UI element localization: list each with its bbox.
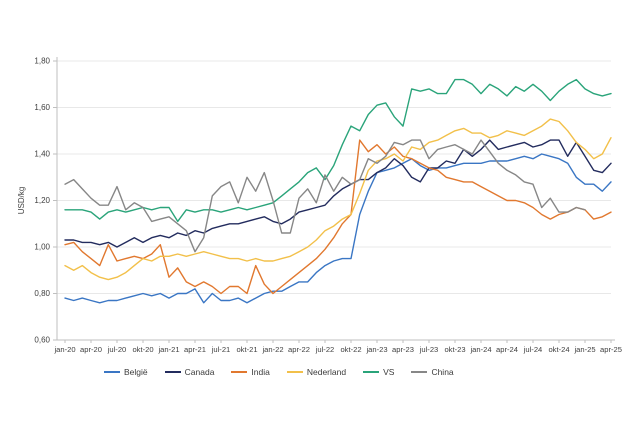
x-tick-label: apr-24 bbox=[496, 345, 518, 354]
y-tick-label: 1,20 bbox=[34, 196, 50, 205]
legend-item-vs: VS bbox=[363, 368, 394, 377]
x-tick-label: jan-23 bbox=[365, 345, 387, 354]
legend-item-india: India bbox=[231, 367, 270, 377]
x-tick-label: jul-21 bbox=[211, 345, 231, 354]
x-tick-label: jul-23 bbox=[419, 345, 439, 354]
x-tick-label: okt-24 bbox=[548, 345, 569, 354]
x-tick-label: apr-20 bbox=[80, 345, 102, 354]
x-tick-label: jul-22 bbox=[315, 345, 335, 354]
series-line-china bbox=[64, 139, 586, 253]
x-tick-label: okt-21 bbox=[236, 345, 257, 354]
x-tick-label: okt-23 bbox=[444, 345, 465, 354]
x-tick-label: jan-25 bbox=[573, 345, 595, 354]
legend-line-marker bbox=[231, 371, 248, 374]
series-line-belgi bbox=[64, 153, 612, 304]
y-tick-label: 0,60 bbox=[34, 336, 50, 345]
y-tick-label: 1,80 bbox=[34, 57, 50, 66]
x-tick-label: apr-23 bbox=[392, 345, 414, 354]
y-tick-label: 1,00 bbox=[34, 243, 50, 252]
x-tick-label: apr-21 bbox=[184, 345, 206, 354]
y-tick-label: 1,40 bbox=[34, 150, 50, 159]
x-tick-label: jul-20 bbox=[107, 345, 127, 354]
legend-line-marker bbox=[164, 371, 181, 374]
series-line-india bbox=[64, 139, 612, 295]
legend-item-canada: Canada bbox=[164, 367, 215, 377]
legend-label: India bbox=[251, 367, 270, 377]
series-line-vs bbox=[64, 78, 612, 223]
legend-line-marker bbox=[363, 371, 380, 374]
x-tick-label: jul-24 bbox=[523, 345, 543, 354]
x-tick-label: jan-24 bbox=[469, 345, 491, 354]
x-tick-label: jan-21 bbox=[157, 345, 179, 354]
legend-item-china: China bbox=[411, 367, 454, 377]
legend-line-marker bbox=[411, 371, 428, 374]
legend-line-marker bbox=[286, 371, 303, 374]
x-tick-label: jan-20 bbox=[53, 345, 75, 354]
series-line-canada bbox=[64, 139, 612, 248]
x-tick-label: jan-22 bbox=[261, 345, 283, 354]
y-tick-label: 1,60 bbox=[34, 103, 50, 112]
y-axis-title: USD/kg bbox=[17, 187, 26, 215]
legend-label: VS bbox=[383, 367, 395, 377]
series-line-nederland bbox=[64, 118, 612, 281]
x-tick-label: apr-25 bbox=[600, 345, 622, 354]
chart-legend: België Canada India Nederland VS China bbox=[0, 368, 625, 377]
legend-item-nederland: Nederland bbox=[286, 367, 347, 377]
legend-label: België bbox=[124, 367, 148, 377]
legend-label: Canada bbox=[184, 367, 215, 377]
x-tick-label: okt-22 bbox=[340, 345, 361, 354]
legend-item-belgi: België bbox=[104, 368, 148, 377]
legend-label: Nederland bbox=[306, 367, 347, 377]
legend-label: China bbox=[431, 367, 454, 377]
x-tick-label: okt-20 bbox=[132, 345, 153, 354]
y-tick-label: 0,80 bbox=[34, 289, 50, 298]
x-tick-label: apr-22 bbox=[288, 345, 310, 354]
legend-line-marker bbox=[104, 371, 120, 374]
